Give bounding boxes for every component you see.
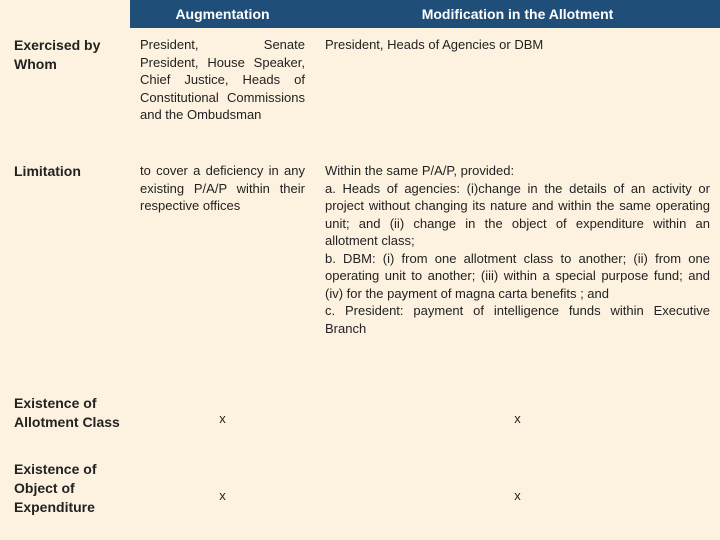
cell-modification-object: x <box>315 452 720 540</box>
comparison-table: Augmentation Modification in the Allotme… <box>0 0 720 540</box>
cell-augmentation-limitation: to cover a deficiency in any existing P/… <box>130 154 315 386</box>
row-label-limitation: Limitation <box>0 154 130 386</box>
row-label-allotment-class: Existence of Allotment Class <box>0 386 130 451</box>
cell-modification-allotment: x <box>315 386 720 451</box>
cell-augmentation-exercised: President, Senate President, House Speak… <box>130 28 315 154</box>
table-row: Limitation to cover a deficiency in any … <box>0 154 720 386</box>
header-blank <box>0 0 130 28</box>
header-modification: Modification in the Allotment <box>315 0 720 28</box>
cell-augmentation-object: x <box>130 452 315 540</box>
row-label-exercised: Exercised by Whom <box>0 28 130 154</box>
table-row: Existence of Object of Expenditure x x <box>0 452 720 540</box>
table-row: Exercised by Whom President, Senate Pres… <box>0 28 720 154</box>
cell-augmentation-allotment: x <box>130 386 315 451</box>
table-header-row: Augmentation Modification in the Allotme… <box>0 0 720 28</box>
row-label-object-expenditure: Existence of Object of Expenditure <box>0 452 130 540</box>
cell-modification-exercised: President, Heads of Agencies or DBM <box>315 28 720 154</box>
header-augmentation: Augmentation <box>130 0 315 28</box>
cell-modification-limitation: Within the same P/A/P, provided: a. Head… <box>315 154 720 386</box>
table-row: Existence of Allotment Class x x <box>0 386 720 451</box>
